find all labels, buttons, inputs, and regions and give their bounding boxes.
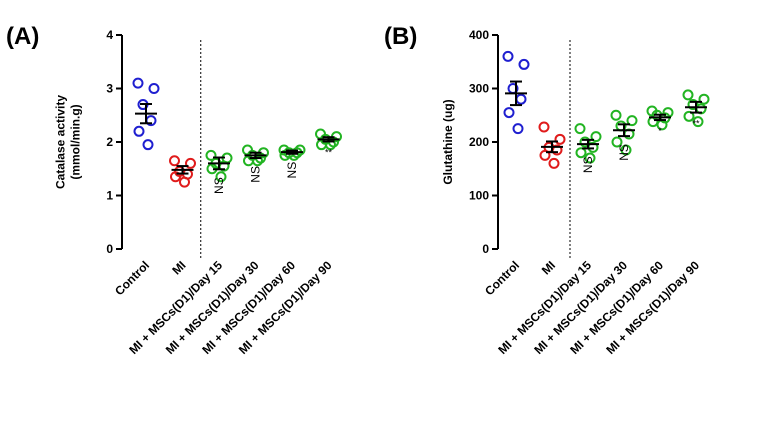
- data-group: [502, 50, 530, 135]
- y-tick-label: 0: [482, 242, 489, 256]
- data-group: [132, 77, 160, 151]
- data-group: **: [682, 89, 710, 129]
- x-category-label: Control: [482, 258, 522, 298]
- data-point: [626, 115, 638, 127]
- data-group: NS: [278, 144, 306, 179]
- y-axis-label: Glutathine (ug): [441, 99, 455, 184]
- significance-label: NS: [581, 156, 595, 173]
- data-point: [539, 149, 551, 161]
- significance-label: NS: [285, 162, 299, 179]
- data-group: [169, 155, 196, 188]
- data-group: NS: [205, 149, 233, 194]
- data-point: [179, 176, 190, 188]
- y-axis-label: Catalase activity (mmol/min.g): [54, 95, 83, 189]
- significance-stars: **: [692, 119, 700, 129]
- data-point: [548, 157, 560, 169]
- y-tick-label: 300: [469, 82, 489, 96]
- y-tick-label: 4: [106, 28, 113, 42]
- data-point: [554, 133, 566, 145]
- y-axis-label-line: (mmol/min.g): [69, 104, 83, 179]
- significance-label: NS: [617, 144, 631, 161]
- data-point: [132, 77, 144, 89]
- data-point: [538, 121, 550, 133]
- data-group: NS: [610, 109, 638, 161]
- data-group: *: [646, 105, 674, 136]
- x-category-label: Control: [112, 258, 152, 298]
- chart-panel-a: (A) 0 1 2 3 4 Catalase activity (mmol/min.g) Con…: [6, 23, 342, 357]
- y-axis-label-line: Glutathine (ug): [441, 99, 455, 184]
- data-point: [502, 50, 514, 62]
- y-tick-label: 2: [106, 135, 113, 149]
- panel-label: (B): [384, 23, 417, 50]
- data-point: [170, 171, 181, 183]
- significance-label: NS: [249, 166, 263, 183]
- data-point: [575, 147, 587, 159]
- data-point: [515, 93, 527, 105]
- panel-label: (A): [6, 23, 39, 50]
- y-tick-label: 100: [469, 189, 489, 203]
- data-point: [574, 123, 586, 135]
- data-point: [142, 139, 154, 151]
- data-group: NS: [242, 144, 269, 183]
- data-point: [215, 171, 227, 183]
- significance-stars: *: [658, 126, 662, 136]
- y-tick-label: 200: [469, 135, 489, 149]
- y-tick-label: 1: [106, 189, 113, 203]
- y-tick-label: 400: [469, 28, 489, 42]
- data-point: [518, 58, 530, 70]
- data-point: [620, 144, 632, 156]
- data-point: [682, 89, 694, 101]
- data-point: [205, 149, 217, 161]
- data-point: [169, 155, 180, 167]
- data-group: **: [315, 128, 342, 157]
- data-point: [590, 131, 602, 143]
- data-point: [692, 116, 704, 128]
- data-point: [698, 93, 710, 105]
- data-point: [148, 83, 160, 94]
- significance-label: NS: [212, 177, 226, 194]
- x-category-label: MI: [539, 258, 558, 277]
- chart-panel-b: (B) 0 100 200 300 400 Glutathine (ug) Control MI…: [384, 23, 710, 357]
- data-point: [687, 99, 699, 111]
- y-tick-label: 3: [106, 82, 113, 96]
- x-category-label: MI: [169, 258, 188, 277]
- data-point: [185, 157, 196, 169]
- data-group: [538, 121, 566, 169]
- data-point: [503, 107, 515, 119]
- data-point: [610, 109, 622, 121]
- data-point: [579, 136, 591, 148]
- y-tick-label: 0: [106, 242, 113, 256]
- y-axis-label-line: Catalase activity: [54, 95, 68, 189]
- data-point: [683, 110, 695, 122]
- data-point: [584, 152, 596, 164]
- data-point: [133, 125, 145, 137]
- data-point: [611, 136, 623, 148]
- data-group: NS: [574, 123, 602, 173]
- significance-stars: **: [325, 147, 333, 157]
- data-point: [512, 123, 524, 135]
